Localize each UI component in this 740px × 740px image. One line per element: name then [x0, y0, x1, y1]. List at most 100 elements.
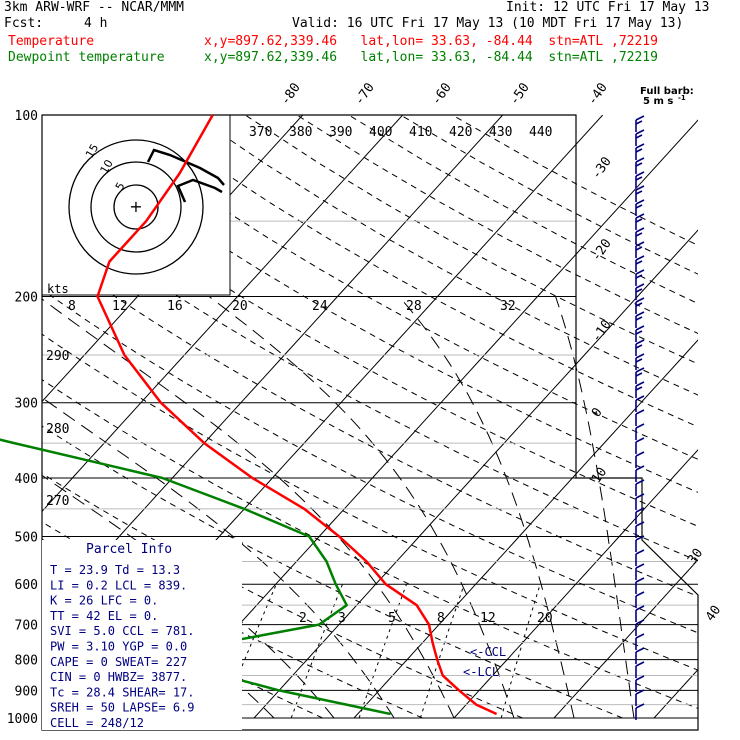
dry-adiabat-line [400, 115, 698, 275]
parcel-info-row: CAPE = 0 SWEAT= 227 [50, 655, 187, 669]
hodograph-center: + [129, 197, 142, 216]
wind-barb-flag [635, 344, 643, 349]
wind-barb-flag [635, 143, 645, 149]
wind-barb-flag [635, 232, 643, 237]
parcel-info-row: LI = 0.2 LCL = 839. [50, 578, 187, 592]
dry-adiabat-line [193, 115, 698, 396]
hodograph-ring-label: 10 [98, 157, 116, 176]
wind-barb-flag [635, 115, 645, 121]
isotherm-label: -70 [352, 80, 378, 108]
pressure-tick-label: 1000 [7, 712, 38, 727]
wind-barb-flag [635, 479, 645, 485]
wind-scale-exponent: -1 [678, 94, 686, 102]
plot-border [41, 114, 699, 731]
pressure-tick-label: 600 [15, 578, 38, 593]
wind-barb-flag [635, 493, 645, 499]
dry-adiabat-line [348, 115, 698, 305]
theta-label: 420 [449, 125, 472, 140]
wind-barb-flag [635, 563, 645, 569]
valid-time: Valid: 16 UTC Fri 17 May 13 (10 MDT Fri … [292, 16, 684, 31]
wind-barb-flag [635, 619, 645, 625]
theta-label: 400 [369, 125, 392, 140]
isotherm-label: -40 [585, 80, 611, 108]
dewpoint-legend: Dewpoint temperature [8, 50, 165, 65]
theta-label: 430 [489, 125, 512, 140]
isotherm-label: -80 [278, 80, 304, 108]
wind-barb-flag [635, 134, 643, 139]
dewpoint-location-info: x,y=897.62,339.46 lat,lon= 33.63, -84.44… [204, 50, 658, 65]
wind-barb-flag [635, 185, 645, 191]
wind-barb-flag [635, 302, 643, 307]
dry-adiabat-line [244, 115, 698, 365]
moist-adiabat-line [42, 474, 335, 719]
wind-barb-flag [635, 269, 645, 275]
forecast-label: Fcst: [4, 16, 44, 31]
parcel-info-row: Tc = 28.4 SHEAR= 17. [50, 685, 195, 699]
wind-barb-flag [635, 605, 645, 611]
wind-barb-flag [635, 316, 643, 321]
isotherm-label: -60 [429, 80, 455, 108]
hodograph-trace-lower [176, 178, 223, 203]
wind-barb-flag [635, 353, 645, 359]
wind-barb-flag [635, 451, 645, 457]
isotherm-line [653, 668, 698, 719]
temperature-legend: Temperature [8, 34, 95, 49]
wind-barb-flag [635, 274, 643, 279]
wind-barb-flag [635, 507, 645, 513]
plot-frame [41, 114, 699, 731]
forecast-hour: 4 h [84, 16, 108, 31]
isotherm-line [353, 339, 698, 719]
wind-barb-flag [635, 288, 643, 293]
wind-barb-flag [635, 395, 645, 401]
wind-barb-flag [635, 372, 643, 377]
isotherm-line [553, 559, 698, 719]
pressure-tick-label: 100 [15, 109, 38, 124]
wind-barb-flag [635, 213, 645, 219]
theta-label: 410 [409, 125, 432, 140]
wind-barb-flag [635, 381, 645, 387]
hodograph-ring-label: 15 [83, 142, 101, 161]
hodograph-ring [90, 161, 182, 253]
theta-label: 440 [529, 125, 552, 140]
mixing-ratio-label: 5 [388, 611, 396, 626]
hodograph-ring [68, 139, 204, 275]
wind-barb-flag [635, 647, 645, 653]
theta-label: 370 [249, 125, 272, 140]
isotherm-label: -50 [507, 80, 533, 108]
isotherm-label: 0 [589, 405, 606, 420]
isotherm-line [0, 115, 3, 718]
wind-barb-flag [635, 661, 645, 667]
isotherm-label: 40 [703, 603, 724, 624]
parcel-info-row: PW = 3.10 YGP = 0.0 [50, 640, 187, 654]
moist-adiabat-line [208, 296, 515, 719]
dry-adiabat-label: 270 [46, 494, 69, 509]
wind-barbs [635, 115, 645, 720]
wind-barb-flag [635, 675, 645, 681]
wind-barb-flag [635, 386, 643, 391]
temperature-profile [96, 114, 498, 716]
wind-barb-flag [635, 549, 645, 555]
wind-barb-flag [635, 330, 643, 335]
hodograph-units: kts [47, 282, 69, 296]
pressure-tick-label: 400 [15, 472, 38, 487]
wind-barb-flag [635, 535, 645, 541]
mixing-ratio-label: 20 [537, 611, 553, 626]
wind-barb-flag [635, 176, 643, 181]
wind-barb-flag [635, 591, 645, 597]
wind-barb-flag [635, 633, 645, 639]
wind-barb-flag [635, 339, 645, 345]
wind-barb-flag [635, 358, 643, 363]
wind-barb-flag [635, 311, 645, 317]
wind-barb-flag [635, 577, 645, 583]
wind-barb-flag [635, 190, 643, 195]
lcl-marker-label: <-CCL [470, 645, 506, 659]
parcel-info-row: SREH = 50 LAPSE= 6.9 [50, 701, 195, 715]
speed-scale-label: 24 [312, 299, 328, 314]
dry-adiabat-line [296, 115, 698, 335]
parcel-info-row: T = 23.9 Td = 13.3 [50, 563, 180, 577]
speed-scale-label: 20 [232, 299, 248, 314]
theta-label: 390 [329, 125, 352, 140]
pressure-tick-label: 800 [15, 654, 38, 669]
wind-barb-flag [635, 521, 645, 527]
